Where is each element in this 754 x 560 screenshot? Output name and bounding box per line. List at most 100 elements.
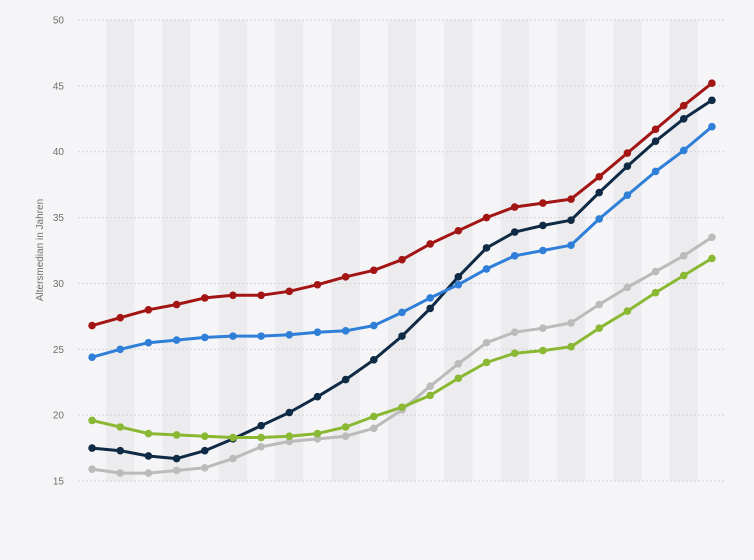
data-point[interactable] (341, 327, 350, 335)
data-point[interactable] (144, 305, 153, 314)
data-point[interactable] (679, 251, 688, 260)
data-point[interactable] (679, 114, 688, 123)
data-point[interactable] (313, 280, 322, 289)
data-point[interactable] (454, 359, 463, 368)
data-point[interactable] (651, 167, 660, 176)
data-point[interactable] (229, 454, 237, 463)
data-point[interactable] (651, 125, 660, 134)
data-point[interactable] (595, 188, 604, 197)
data-point[interactable] (285, 408, 294, 417)
data-point[interactable] (144, 469, 153, 477)
data-point[interactable] (116, 313, 125, 322)
data-point[interactable] (370, 424, 378, 433)
data-point[interactable] (172, 336, 181, 344)
data-point[interactable] (708, 254, 716, 263)
data-point[interactable] (116, 345, 125, 354)
data-point[interactable] (200, 294, 209, 302)
data-point[interactable] (257, 433, 265, 442)
data-point[interactable] (482, 213, 491, 222)
data-point[interactable] (482, 244, 491, 252)
data-point[interactable] (539, 199, 547, 207)
data-point[interactable] (341, 423, 350, 431)
data-point[interactable] (482, 358, 491, 367)
data-point[interactable] (426, 391, 434, 400)
data-point[interactable] (341, 273, 350, 281)
data-point[interactable] (623, 149, 632, 157)
data-point[interactable] (313, 435, 322, 443)
data-point[interactable] (398, 403, 406, 412)
data-point[interactable] (510, 251, 519, 260)
data-point[interactable] (285, 287, 294, 296)
data-point[interactable] (116, 423, 125, 431)
data-point[interactable] (313, 328, 322, 336)
data-point[interactable] (679, 101, 688, 110)
data-point[interactable] (510, 203, 519, 211)
data-point[interactable] (567, 216, 575, 225)
data-point[interactable] (313, 392, 322, 401)
data-point[interactable] (651, 288, 660, 297)
data-point[interactable] (708, 122, 716, 131)
data-point[interactable] (144, 338, 153, 347)
data-point[interactable] (229, 433, 237, 442)
data-point[interactable] (567, 241, 575, 250)
data-point[interactable] (200, 333, 209, 342)
data-point[interactable] (172, 454, 181, 463)
data-point[interactable] (200, 446, 209, 455)
data-point[interactable] (88, 353, 96, 361)
data-point[interactable] (623, 307, 632, 315)
data-point[interactable] (679, 271, 688, 280)
data-point[interactable] (341, 375, 350, 384)
data-point[interactable] (116, 446, 125, 455)
data-point[interactable] (88, 321, 96, 330)
data-point[interactable] (567, 319, 575, 327)
data-point[interactable] (341, 432, 350, 441)
data-point[interactable] (426, 294, 434, 302)
data-point[interactable] (623, 191, 632, 199)
data-point[interactable] (144, 429, 153, 438)
data-point[interactable] (200, 432, 209, 441)
data-point[interactable] (257, 332, 265, 340)
data-point[interactable] (398, 255, 406, 264)
data-point[interactable] (482, 338, 491, 347)
data-point[interactable] (370, 266, 378, 275)
data-point[interactable] (454, 374, 463, 383)
data-point[interactable] (398, 332, 406, 340)
data-point[interactable] (454, 273, 463, 281)
data-point[interactable] (172, 431, 181, 439)
data-point[interactable] (144, 452, 153, 460)
data-point[interactable] (88, 444, 96, 452)
data-point[interactable] (426, 240, 434, 248)
data-point[interactable] (623, 283, 632, 292)
data-point[interactable] (285, 437, 294, 446)
data-point[interactable] (510, 228, 519, 236)
data-point[interactable] (482, 265, 491, 273)
data-point[interactable] (454, 280, 463, 289)
data-point[interactable] (370, 412, 378, 421)
data-point[interactable] (595, 172, 604, 181)
data-point[interactable] (539, 324, 547, 333)
data-point[interactable] (229, 291, 237, 300)
data-point[interactable] (172, 466, 181, 475)
data-point[interactable] (539, 246, 547, 255)
data-point[interactable] (426, 382, 434, 390)
data-point[interactable] (370, 356, 378, 364)
data-point[interactable] (708, 79, 716, 88)
data-point[interactable] (370, 321, 378, 330)
data-point[interactable] (567, 195, 575, 203)
data-point[interactable] (88, 416, 96, 425)
data-point[interactable] (595, 215, 604, 223)
data-point[interactable] (454, 226, 463, 235)
data-point[interactable] (257, 442, 265, 451)
data-point[interactable] (708, 96, 716, 105)
data-point[interactable] (510, 349, 519, 358)
data-point[interactable] (398, 308, 406, 317)
data-point[interactable] (623, 162, 632, 171)
data-point[interactable] (88, 465, 96, 473)
data-point[interactable] (510, 328, 519, 336)
data-point[interactable] (285, 432, 294, 441)
data-point[interactable] (257, 291, 265, 300)
data-point[interactable] (539, 221, 547, 230)
data-point[interactable] (651, 137, 660, 145)
data-point[interactable] (257, 421, 265, 430)
data-point[interactable] (200, 464, 209, 472)
